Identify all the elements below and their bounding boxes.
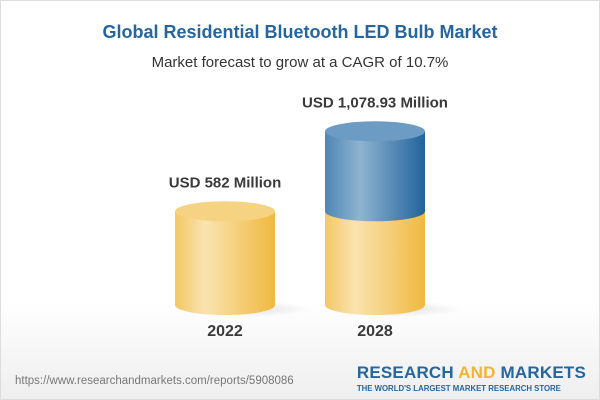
chart-subtitle: Market forecast to grow at a CAGR of 10.… <box>151 54 449 71</box>
data-label: USD 582 Million <box>169 174 282 191</box>
source-url[interactable]: https://www.researchandmarkets.com/repor… <box>15 375 294 387</box>
bar-2028-base-body <box>325 211 425 315</box>
bar-2028-growth-body <box>325 131 425 222</box>
category-label: 2022 <box>207 323 243 340</box>
bar-2022-body <box>175 211 275 315</box>
cylinder-chart: USD 582 Million 2022 USD 1,078.93 Million 2… <box>169 94 460 340</box>
chart-title: Global Residential Bluetooth LED Bulb Ma… <box>102 22 498 42</box>
research-and-markets-logo: RESEARCH AND MARKETS THE WORLD'S LARGEST… <box>356 363 586 393</box>
bar-2028-growth-top <box>325 121 425 142</box>
bar-2022-top <box>175 201 275 222</box>
category-label: 2028 <box>357 323 393 340</box>
data-label: USD 1,078.93 Million <box>302 94 448 111</box>
